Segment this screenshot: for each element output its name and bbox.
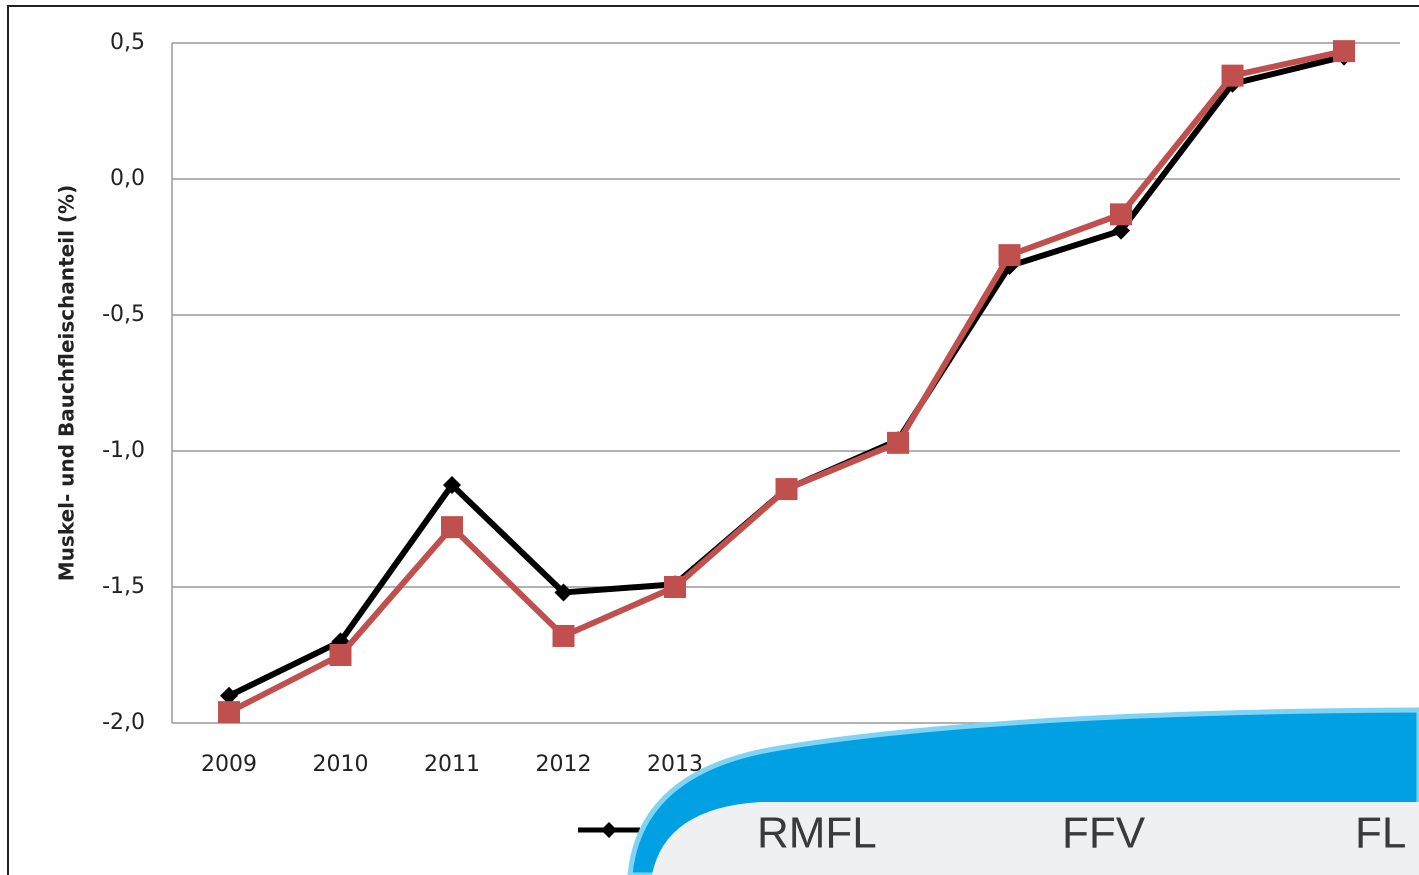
overlay-panel	[652, 802, 1419, 875]
x-tick-label: 2011	[424, 752, 480, 777]
overlay-item: RMFL	[757, 809, 877, 858]
legend-marker	[601, 822, 617, 838]
overlay-item: FL	[1355, 809, 1406, 858]
y-tick-label: -1,0	[102, 438, 145, 463]
marker	[1333, 40, 1355, 63]
marker	[1110, 203, 1132, 226]
overlay-item: FFV	[1062, 809, 1146, 858]
marker	[775, 478, 798, 501]
x-tick-label: 2012	[536, 752, 592, 777]
marker	[329, 644, 352, 666]
marker	[1221, 64, 1244, 87]
marker	[887, 431, 909, 454]
overlay: RMFL FFV FL	[627, 707, 1419, 875]
frame	[7, 5, 1419, 875]
marker	[554, 583, 573, 602]
plot: -2,0 -1,5 -1,0 -0,5 0,0 0,5 2009 2010 2011 2012 20…	[102, 30, 1400, 777]
marker	[441, 516, 463, 539]
y-tick-label: -1,5	[102, 574, 145, 599]
y-tick-label: 0,5	[110, 30, 145, 55]
x-tick-label: 2009	[201, 752, 257, 777]
marker	[998, 244, 1021, 267]
y-tick-label: 0,0	[110, 166, 145, 191]
x-tick-label: 2010	[313, 752, 369, 777]
y-axis-label: Muskel- und Bauchfleischanteil (%)	[55, 185, 79, 581]
marker	[220, 686, 238, 705]
marker	[443, 476, 461, 494]
marker	[552, 624, 575, 647]
marker	[218, 701, 240, 724]
y-tick-label: -2,0	[102, 710, 145, 735]
x-tick-label: 2013	[647, 752, 703, 777]
y-tick-label: -0,5	[102, 302, 145, 327]
marker	[1112, 221, 1130, 240]
marker	[664, 576, 686, 598]
